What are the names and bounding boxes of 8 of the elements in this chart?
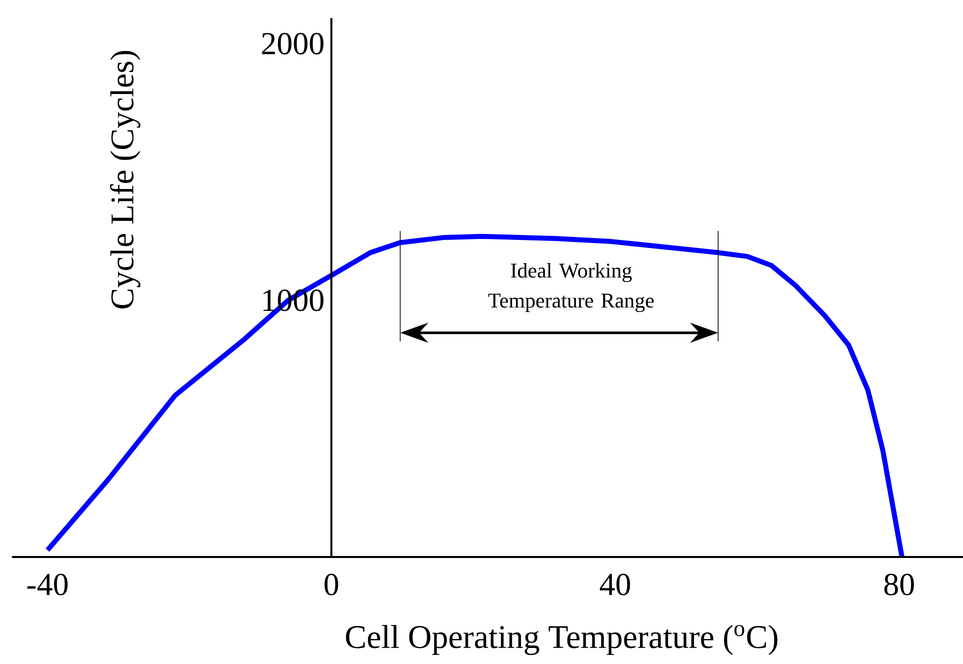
x-tick-label: 40 (600, 574, 630, 596)
y-tick-label: 2000 (262, 32, 324, 54)
x-axis-title: Cell Operating Temperature ($^{o}$C) (346, 624, 778, 656)
x-tick-label: -40 (27, 574, 68, 596)
y-axis-title: Cycle Life (Cycles) (110, 51, 140, 308)
x-tick-label: 80 (884, 574, 914, 596)
x-tick-label: 0 (324, 574, 338, 596)
annotation: Ideal Working Temperature Range (488, 262, 654, 312)
